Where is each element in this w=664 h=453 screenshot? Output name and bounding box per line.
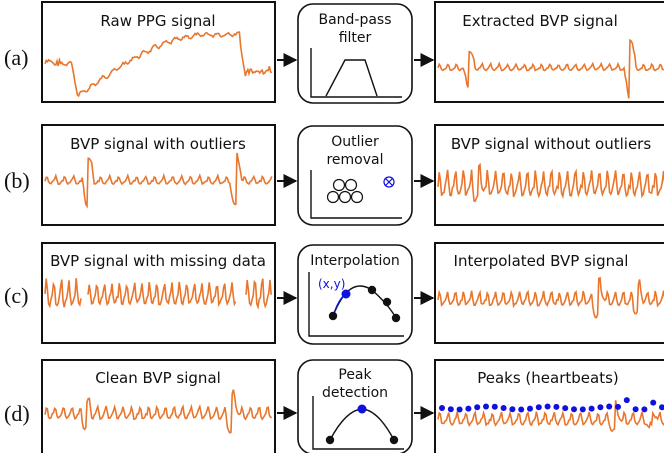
- peak-marker-icon: [650, 399, 657, 406]
- peak-detection-icon: [312, 396, 404, 450]
- row-b: (b) BVP signal with outliers Outlier rem…: [4, 124, 664, 226]
- right-panel-d: [434, 359, 664, 453]
- peak-marker-icon: [483, 403, 489, 410]
- peak-marker-icon: [456, 406, 463, 413]
- peak-marker-icon: [509, 406, 516, 413]
- peak-marker-icon: [527, 405, 533, 412]
- left-panel-a: [41, 1, 276, 103]
- peak-marker-icon: [447, 406, 454, 413]
- extracted-bvp-waveform: [437, 38, 664, 99]
- peak-marker-icon: [465, 405, 472, 412]
- peaks-bvp-waveform: [437, 400, 664, 433]
- right-title-a: Extracted BVP signal: [462, 12, 618, 30]
- left-title-b: BVP signal with outliers: [70, 135, 246, 153]
- interpolation-curve-icon: (x,y): [308, 272, 404, 337]
- outlier-scatter-icon: [310, 170, 402, 219]
- left-title-a: Raw PPG signal: [100, 12, 215, 30]
- peak-marker-icon: [553, 403, 560, 410]
- interpolated-point-icon: [341, 289, 351, 299]
- left-title-c: BVP signal with missing data: [50, 252, 266, 270]
- row-a: (a) Raw PPG signal Band-pass filter Extr…: [4, 1, 664, 104]
- bvp-without-outliers-waveform: [437, 162, 664, 202]
- outlier-marker-icon: [383, 176, 395, 188]
- peak-marker-icon: [615, 403, 621, 410]
- row-c: (c) BVP signal with missing data Interpo…: [4, 242, 664, 345]
- process-line-d2: detection: [322, 385, 388, 401]
- peak-marker-icon: [641, 406, 648, 413]
- peak-marker-icon: [579, 406, 586, 413]
- interp-point-label: (x,y): [318, 277, 345, 291]
- process-line-d1: Peak: [338, 367, 372, 383]
- process-line-a1: Band-pass: [318, 12, 391, 28]
- right-panel-a: [434, 1, 664, 103]
- process-line-a2: filter: [339, 30, 372, 46]
- clean-bvp-waveform: [44, 389, 273, 434]
- bvp-missing-data-segment-1: [44, 278, 82, 309]
- right-title-b: BVP signal without outliers: [451, 135, 651, 153]
- peak-marker-icon: [606, 403, 613, 410]
- peak-marker-icon: [571, 406, 577, 413]
- right-title-c: Interpolated BVP signal: [454, 252, 629, 270]
- peak-marker-icon: [518, 406, 525, 413]
- process-line-b1: Outlier: [331, 134, 379, 150]
- left-panel-b: [41, 124, 276, 226]
- peak-marker-icon: [535, 404, 542, 411]
- row-label-a: (a): [4, 45, 28, 70]
- row-label-d: (d): [4, 401, 30, 426]
- peak-marker-icon: [562, 405, 569, 412]
- detected-peak-icon: [357, 404, 367, 414]
- bvp-missing-data-segment-2: [87, 281, 237, 308]
- process-box-b: [297, 125, 413, 226]
- peak-marker-icon: [439, 405, 445, 411]
- row-d: (d) Clean BVP signal Peak detection Peak…: [4, 359, 664, 453]
- bvp-missing-data-segment-3: [245, 278, 272, 311]
- band-pass-filter-icon: [310, 48, 402, 98]
- peak-marker-icon: [500, 405, 507, 411]
- peak-marker-icon: [544, 403, 551, 410]
- peak-marker-icon: [623, 397, 630, 404]
- left-panel-d: [41, 359, 276, 453]
- process-line-b2: removal: [326, 152, 383, 168]
- row-label-b: (b): [4, 168, 30, 193]
- peak-marker-icon: [491, 403, 498, 410]
- right-panel-b: [434, 124, 664, 226]
- raw-ppg-waveform: [44, 31, 273, 98]
- peak-marker-icon: [597, 404, 604, 411]
- bvp-with-outliers-waveform: [44, 152, 273, 209]
- right-title-d: Peaks (heartbeats): [477, 369, 619, 387]
- interpolated-bvp-waveform: [437, 276, 664, 319]
- process-line-c1: Interpolation: [310, 253, 400, 269]
- peak-marker-icon: [588, 405, 595, 412]
- left-panel-c: [41, 242, 276, 344]
- peak-markers: [439, 397, 664, 413]
- right-panel-c: [434, 242, 664, 344]
- process-box-d: [297, 359, 413, 453]
- row-label-c: (c): [4, 283, 28, 308]
- left-title-d: Clean BVP signal: [95, 369, 221, 387]
- peak-marker-icon: [659, 404, 664, 411]
- peak-marker-icon: [632, 406, 639, 413]
- peak-marker-icon: [474, 404, 481, 411]
- process-box-a: [297, 3, 413, 104]
- process-box-c: [297, 244, 413, 345]
